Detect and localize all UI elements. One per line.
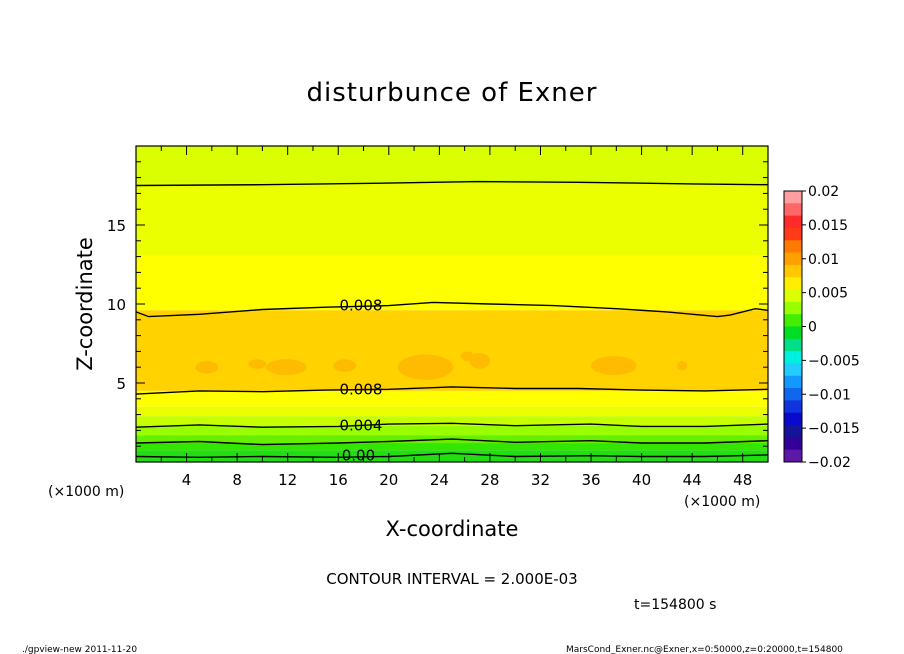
colorbar-tick-label: −0.01 <box>808 387 851 403</box>
contour-line <box>135 180 769 187</box>
x-tick-label: 48 <box>733 471 752 489</box>
colorbar-segment <box>784 400 802 414</box>
color-band <box>136 310 768 391</box>
max-blob <box>266 359 307 376</box>
colorbar-tick-label: 0.005 <box>808 286 848 302</box>
colorbar: 0.02 0.015 0.01 0.005 0 −0.005 −0.01 −0.015 −0.0… <box>783 184 860 471</box>
chart-title: disturbunce of Exner <box>307 78 598 108</box>
max-blob <box>469 352 490 369</box>
colorbar-segment <box>784 314 802 327</box>
x-tick-label: 44 <box>683 471 702 489</box>
colorbar-segment <box>784 301 802 315</box>
color-band <box>136 255 768 311</box>
colorbar-tick-label: 0.01 <box>808 252 839 268</box>
colorbar-segment <box>784 363 802 377</box>
x-tick-label: 20 <box>379 471 398 489</box>
time-label: t=154800 s <box>634 597 716 613</box>
max-blob <box>333 359 356 372</box>
x-tick-label: 8 <box>232 471 242 489</box>
color-band <box>136 450 768 462</box>
y-axis-label: Z-coordinate <box>73 237 97 371</box>
colorbar-segment <box>784 203 802 217</box>
colorbar-segment <box>784 240 802 254</box>
contour-label: 0.004 <box>340 417 383 435</box>
footer-left: ./gpview-new 2011-11-20 <box>22 645 137 654</box>
x-tick-label: 16 <box>329 471 348 489</box>
colorbar-segment <box>784 277 802 291</box>
max-blob <box>460 351 474 361</box>
colorbar-segment <box>784 425 802 438</box>
colorbar-tick-label: −0.02 <box>808 455 851 471</box>
colorbar-tick-label: −0.015 <box>808 421 860 437</box>
contour-labels: 0.008 0.008 0.004 0.00 <box>340 297 383 465</box>
color-band <box>136 416 768 426</box>
colorbar-segment <box>784 191 802 204</box>
x-unit-right: (×1000 m) <box>684 494 760 510</box>
x-tick-label: 4 <box>182 471 192 489</box>
contour-line <box>135 386 769 395</box>
color-band <box>136 443 768 451</box>
colorbar-segment <box>784 289 802 303</box>
footer-right: MarsCond_Exner.nc@Exner,x=0:50000,z=0:20… <box>566 645 843 654</box>
max-blob <box>676 360 688 371</box>
contour-label: 0.00 <box>342 447 375 465</box>
y-tick-label: 10 <box>107 296 126 314</box>
colorbar-segment <box>784 252 802 266</box>
colorbar-segment <box>784 388 802 401</box>
color-band <box>136 390 768 407</box>
x-tick-label: 24 <box>430 471 449 489</box>
max-blob <box>248 359 267 369</box>
colorbar-segment <box>784 227 802 241</box>
x-tick-label: 36 <box>581 471 600 489</box>
colorbar-segment <box>784 264 802 278</box>
max-blob <box>195 360 219 374</box>
x-tick-label: 28 <box>480 471 499 489</box>
color-bands <box>136 146 768 462</box>
colorbar-segment <box>784 375 802 389</box>
contour-interval: CONTOUR INTERVAL = 2.000E-03 <box>326 570 577 588</box>
contour-line <box>135 452 769 459</box>
colorbar-tick-label: 0 <box>808 320 817 336</box>
contour-lines <box>135 180 769 459</box>
color-band <box>136 183 768 256</box>
max-blob <box>591 356 637 376</box>
colorbar-segment <box>784 449 802 463</box>
contour-line <box>135 301 769 318</box>
colorbar-tick-label: −0.005 <box>808 353 860 369</box>
x-tick-label: 40 <box>632 471 651 489</box>
contour-line <box>135 422 769 428</box>
y-tick-label: 15 <box>107 217 126 235</box>
y-tick-label: 5 <box>116 375 126 393</box>
colorbar-tick-label: 0.02 <box>808 184 839 200</box>
colorbar-segment <box>784 338 802 352</box>
colorbar-segment <box>784 326 802 340</box>
contour-label: 0.008 <box>340 297 383 315</box>
colorbar-segment <box>784 412 802 426</box>
colorbar-segment <box>784 437 802 451</box>
x-axis-label: X-coordinate <box>386 517 519 541</box>
color-band <box>136 406 768 417</box>
contour-label: 0.008 <box>340 380 383 398</box>
color-band <box>136 425 768 436</box>
colorbar-tick-label: 0.015 <box>808 218 848 234</box>
x-unit-left: (×1000 m) <box>48 484 124 500</box>
colorbar-segment <box>784 215 802 229</box>
max-blobs <box>195 351 688 380</box>
colorbar-segment <box>784 351 802 364</box>
x-tick-label: 12 <box>278 471 297 489</box>
color-band <box>136 146 768 184</box>
max-blob <box>397 354 454 380</box>
x-tick-label: 32 <box>531 471 550 489</box>
contour-line <box>135 438 769 446</box>
